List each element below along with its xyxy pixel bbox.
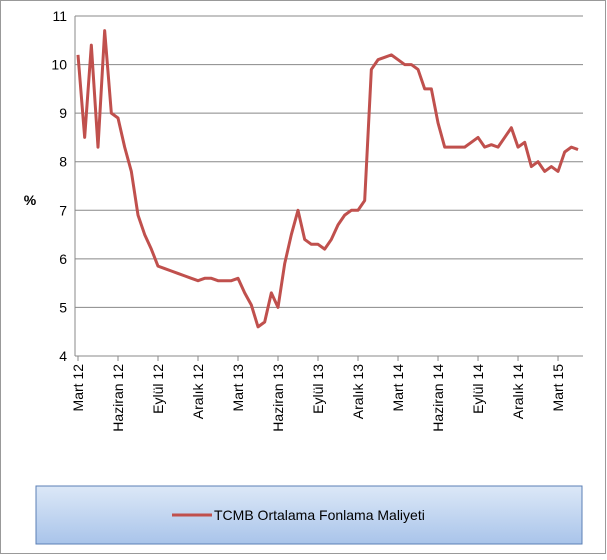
x-tick-label: Haziran 12 [110, 364, 126, 432]
x-tick-label: Aralık 13 [350, 364, 366, 419]
x-tick-label: Mart 12 [70, 364, 86, 412]
legend-box [35, 485, 583, 545]
y-tick-label: 11 [52, 8, 67, 24]
x-tick-label: Eylül 14 [470, 364, 486, 414]
y-tick-label: 4 [59, 348, 67, 364]
x-tick-label: Haziran 14 [430, 364, 446, 432]
y-tick-label: 10 [51, 57, 67, 73]
legend-label: TCMB Ortalama Fonlama Maliyeti [214, 507, 425, 523]
y-tick-label: 7 [59, 202, 67, 218]
y-tick-label: 9 [59, 105, 67, 121]
x-tick-label: Mart 13 [230, 364, 246, 412]
x-tick-label: Mart 14 [390, 364, 406, 412]
y-tick-label: 6 [59, 251, 67, 267]
y-tick-label: 5 [59, 299, 67, 315]
y-axis-label: % [24, 192, 37, 208]
x-tick-label: Aralık 12 [190, 364, 206, 419]
x-tick-label: Aralık 14 [510, 364, 526, 419]
x-tick-label: Eylül 12 [150, 364, 166, 414]
x-tick-label: Mart 15 [550, 364, 566, 412]
line-series [76, 29, 579, 329]
y-tick-label: 8 [59, 154, 67, 170]
x-tick-label: Haziran 13 [270, 364, 286, 432]
x-tick-label: Eylül 13 [310, 364, 326, 414]
